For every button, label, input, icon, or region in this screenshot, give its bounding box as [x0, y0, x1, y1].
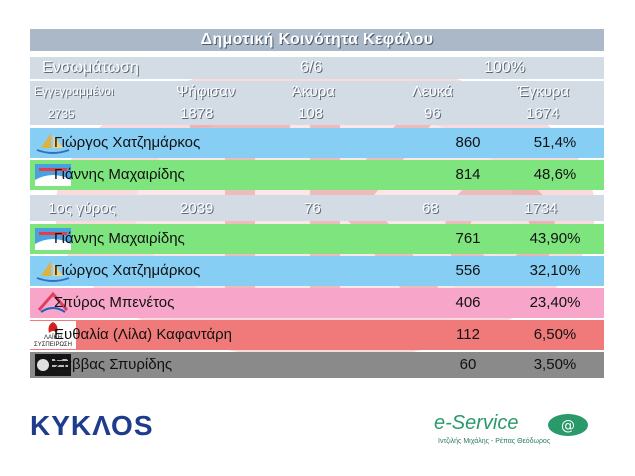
candidate-percent: 23,40% [529, 294, 581, 311]
candidate-votes: 406 [455, 294, 481, 311]
first-round-invalid: 76 [304, 200, 321, 217]
page-title: Δημοτική Κοινότητα Κεφάλου [30, 29, 604, 51]
candidate-percent: 6,50% [533, 326, 577, 343]
candidate-votes: 860 [455, 134, 481, 151]
candidate-percent: 51,4% [533, 134, 577, 151]
first-round-row: ΛΑΪΚΗ ΣΥΣΠΕΙΡΩΣΗ Ευθαλία (Λίλα) Καφαντάρ… [30, 320, 604, 350]
first-round-row: Γιάννης Μαχαιρίδης 761 43,90% [30, 224, 604, 254]
total-blank: 96 [424, 105, 441, 122]
at-sign-icon: @ [548, 414, 588, 436]
first-round-blank: 68 [422, 200, 439, 217]
island-logo-icon [30, 225, 76, 253]
candidate-name: Ευθαλία (Λίλα) Καφαντάρη [54, 326, 233, 343]
integration-percent: 100% [484, 59, 525, 76]
integration-label: Ενσωμάτωση [42, 59, 139, 76]
svg-text:@: @ [561, 418, 575, 434]
total-voted: 1878 [180, 105, 214, 122]
eservice-logo: e-Service @ Ιντζιλής Μιχάλης - Ρέπας Θεό… [434, 412, 604, 452]
candidate-votes: 814 [455, 166, 481, 183]
header-valid: Έγκυρα [517, 83, 570, 100]
candidate-name: Γιάννης Μαχαιρίδης [54, 166, 185, 183]
total-invalid: 108 [298, 105, 324, 122]
header-blank: Λευκά [412, 83, 453, 100]
second-round-row: Γιώργος Χατζημάρκος 860 51,4% [30, 128, 604, 158]
candidate-percent: 48,6% [533, 166, 577, 183]
sailboat-logo-icon [30, 257, 76, 285]
laiki-syspeirosi-logo: ΛΑΪΚΗ ΣΥΣΠΕΙΡΩΣΗ [30, 321, 76, 349]
candidate-percent: 3,50% [533, 356, 577, 373]
total-registered: 2735 [48, 107, 75, 121]
header-voted: Ψήφισαν [176, 83, 236, 100]
totals-block: Εγγεγραμμένοι Ψήφισαν Άκυρα Λευκά Έγκυρα… [30, 81, 604, 125]
sailboat-logo-icon [30, 129, 76, 157]
first-round-row: Σάββας Σπυρίδης 60 3,50% [30, 352, 604, 378]
header-registered: Εγγεγραμμένοι [34, 84, 114, 98]
kyklos-logo: ΚΥΚΛΟS [30, 410, 154, 441]
header-invalid: Άκυρα [292, 83, 335, 100]
candidate-votes: 556 [455, 262, 481, 279]
first-round-row: Σπύρος Μπενέτος 406 23,40% [30, 288, 604, 318]
candidate-name: Σπύρος Μπενέτος [54, 294, 175, 311]
first-round-summary: 1ος γύρος 2039 76 68 1734 [30, 195, 604, 221]
total-valid: 1674 [526, 105, 560, 122]
first-round-label: 1ος γύρος [48, 200, 116, 217]
first-round-voted: 2039 [180, 200, 214, 217]
candidate-name: Σάββας Σπυρίδης [54, 356, 173, 373]
wave-logo-icon [30, 289, 76, 317]
candidate-votes: 60 [459, 356, 477, 373]
candidate-name: Γιώργος Χατζημάρκος [54, 262, 201, 279]
candidate-percent: 32,10% [529, 262, 581, 279]
integration-value: 6/6 [300, 59, 323, 76]
candidate-percent: 43,90% [529, 230, 581, 247]
candidate-name: Γιώργος Χατζημάρκος [54, 134, 201, 151]
candidate-votes: 112 [456, 326, 480, 343]
candidate-name: Γιάννης Μαχαιρίδης [54, 230, 185, 247]
island-logo-icon [30, 161, 76, 189]
dark-logo-icon [30, 353, 76, 377]
first-round-row: Γιώργος Χατζημάρκος 556 32,10% [30, 256, 604, 286]
integration-row: Ενσωμάτωση 6/6 100% [30, 57, 604, 79]
first-round-valid: 1734 [524, 200, 558, 217]
candidate-votes: 761 [455, 230, 481, 247]
second-round-row: Γιάννης Μαχαιρίδης 814 48,6% [30, 160, 604, 190]
